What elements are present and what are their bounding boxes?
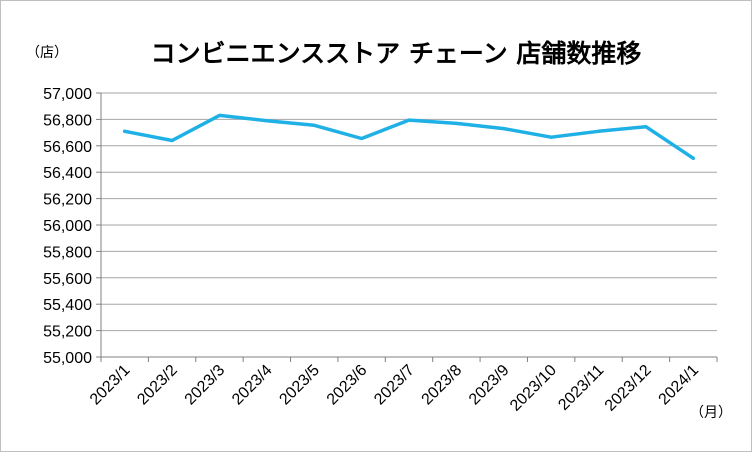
x-tick-label: 2023/3 [182, 362, 229, 409]
data-point [549, 135, 553, 139]
y-tick-label: 55,600 [43, 271, 92, 288]
data-point [407, 118, 411, 122]
data-point [502, 127, 506, 131]
y-tick-label: 55,400 [43, 297, 92, 314]
x-tick-label: 2023/11 [555, 362, 607, 414]
y-tick-label: 55,000 [43, 350, 92, 367]
series-line [122, 113, 696, 161]
y-tick-label: 55,200 [43, 324, 92, 341]
series-lines [122, 113, 696, 161]
data-point [123, 129, 127, 133]
chart-title: コンビニエンスストア チェーン 店舗数推移 [151, 39, 642, 68]
x-tick-label: 2023/5 [276, 362, 323, 409]
y-tick-label: 56,600 [43, 139, 92, 156]
data-point [360, 137, 364, 141]
y-tick-label: 56,000 [43, 218, 92, 235]
data-point [170, 139, 174, 143]
x-tick-label: 2023/10 [507, 362, 560, 415]
y-tick-label: 55,800 [43, 244, 92, 261]
x-tick-label: 2023/2 [134, 362, 181, 409]
x-tick-label: 2023/7 [371, 362, 418, 409]
y-tick-label: 57,000 [43, 86, 92, 103]
y-tick-label: 56,400 [43, 165, 92, 182]
x-tick-label: 2024/1 [656, 362, 703, 409]
x-tick-label: 2023/6 [324, 362, 371, 409]
data-point [597, 129, 601, 133]
x-axis-unit-label: （月） [690, 405, 732, 421]
data-point [217, 113, 221, 117]
y-axis-unit-label: （店） [26, 45, 68, 61]
x-tick-label: 2023/9 [466, 362, 513, 409]
data-point [644, 125, 648, 129]
axes [96, 92, 718, 362]
x-tick-labels: 2023/1 2023/2 2023/3 2023/4 2023/5 2023/6 2023… [87, 362, 702, 415]
data-point [691, 156, 695, 160]
x-tick-label: 2023/4 [229, 362, 276, 409]
data-point [265, 119, 269, 123]
data-point [454, 121, 458, 125]
y-tick-label: 56,800 [43, 112, 92, 129]
y-tick-labels: 55,000 55,200 55,400 55,600 55,800 56,000 56,2… [43, 86, 92, 367]
x-tick-label: 2023/1 [87, 362, 134, 409]
data-point [312, 123, 316, 127]
y-tick-label: 56,200 [43, 192, 92, 209]
x-tick-label: 2023/12 [602, 362, 655, 415]
x-tick-label: 2023/8 [419, 362, 466, 409]
